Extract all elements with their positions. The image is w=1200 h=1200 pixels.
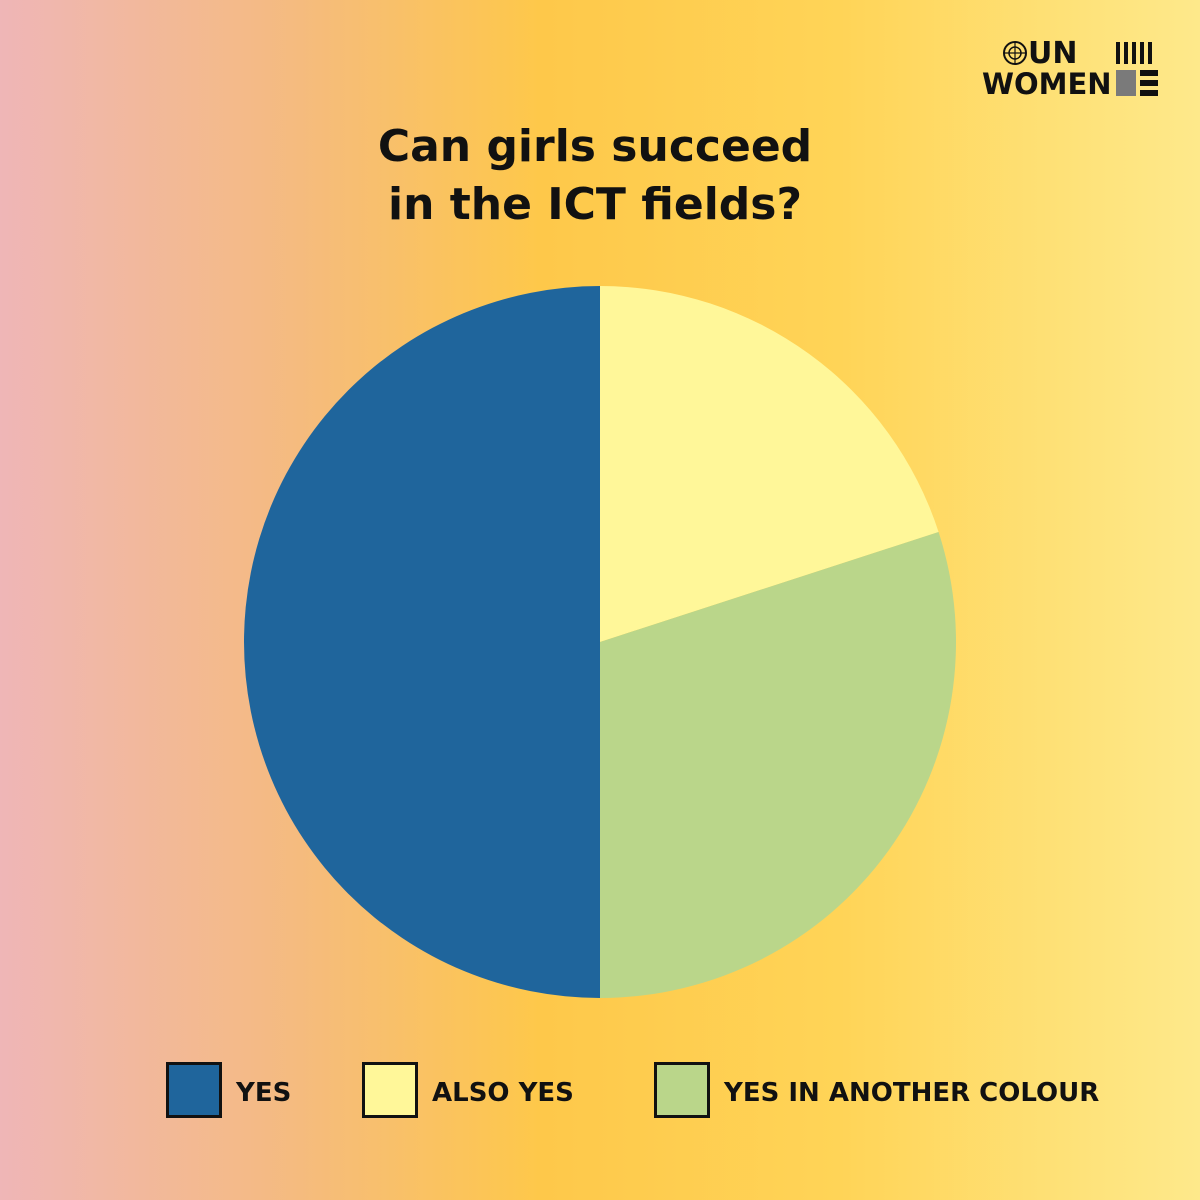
- pie-slice-also-yes: [600, 286, 939, 642]
- logo-text-un: UN: [1028, 36, 1078, 71]
- chart-title-line-1: Can girls succeed: [377, 121, 813, 172]
- pie-chart: [244, 286, 956, 998]
- legend-swatch-yes: [166, 1062, 222, 1118]
- un-women-mark-icon: [1116, 42, 1158, 96]
- logo-text-women: WOMEN: [982, 67, 1112, 101]
- pie-slice-yes-in-another-colour: [600, 531, 956, 998]
- legend-label-yes: YES: [236, 1078, 292, 1108]
- pie-slice-yes: [244, 286, 600, 998]
- chart-title: Can girls succeed in the ICT fields?: [0, 118, 1190, 234]
- legend-swatch-yes-another-colour: [654, 1062, 710, 1118]
- un-women-logo: UN WOMEN: [980, 36, 1162, 101]
- legend-label-yes-another-colour: YES IN ANOTHER COLOUR: [724, 1078, 1100, 1108]
- legend-swatch-also-yes: [362, 1062, 418, 1118]
- chart-title-line-2: in the ICT fields?: [388, 179, 802, 230]
- un-emblem-icon: [1003, 41, 1027, 65]
- legend-label-also-yes: ALSO YES: [432, 1078, 574, 1108]
